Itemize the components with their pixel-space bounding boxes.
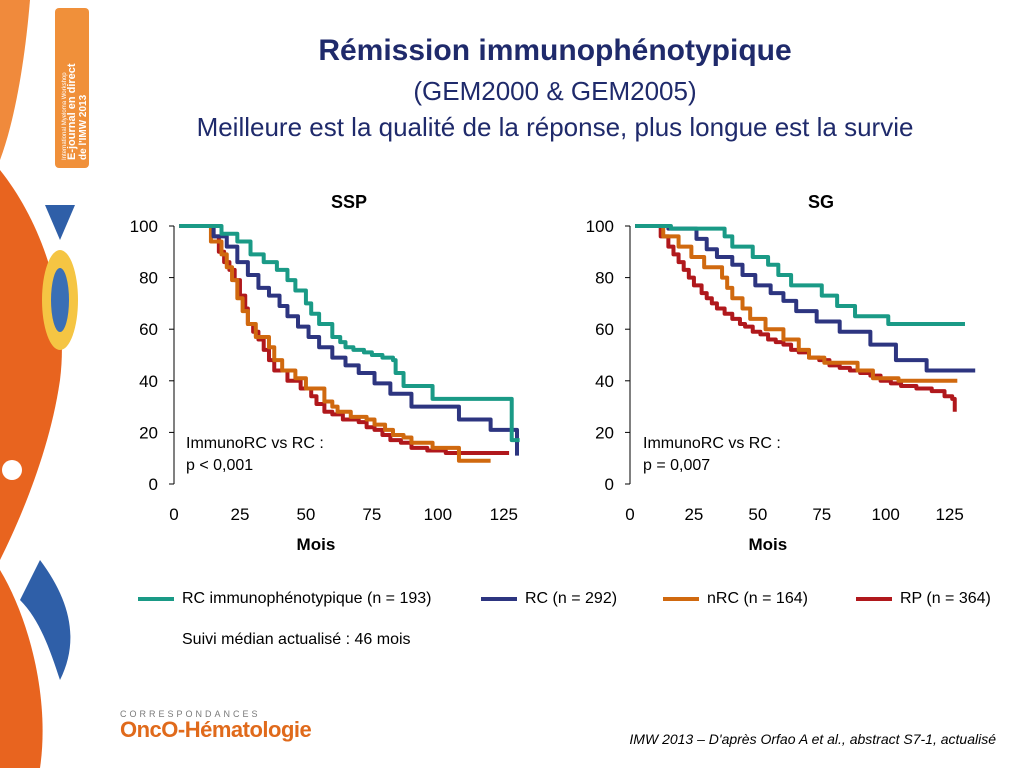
y-tick-label: 0 — [149, 475, 158, 494]
badge-line1: E-journal en direct — [66, 63, 78, 160]
legend-swatch-rc-immuno — [138, 597, 174, 601]
x-tick-label: 50 — [748, 505, 767, 524]
y-tick-label: 80 — [139, 269, 158, 288]
y-tick-label: 80 — [595, 269, 614, 288]
x-tick-label: 75 — [812, 505, 831, 524]
legend-swatch-rc — [481, 597, 517, 601]
page-subheading: Meilleure est la qualité de la réponse, … — [196, 112, 914, 142]
series-line-2 — [635, 224, 958, 383]
x-tick-label: 50 — [296, 505, 315, 524]
chart-annotation-line: p = 0,007 — [643, 457, 710, 474]
y-tick-label: 100 — [586, 217, 614, 236]
chart-title-sg: SG — [807, 192, 834, 212]
y-tick-label: 40 — [595, 372, 614, 391]
legend-label-rc-immuno: RC immunophénotypique (n = 193) — [182, 590, 432, 607]
y-tick-label: 20 — [595, 423, 614, 442]
logo-top-text: CORRESPONDANCES — [120, 709, 261, 719]
logo-main-text: OncO-Hématologie — [120, 717, 312, 742]
legend-label-nrc: nRC (n = 164) — [707, 590, 808, 607]
chart-annotation-line: ImmunoRC vs RC : — [643, 435, 781, 452]
y-tick-label: 20 — [139, 423, 158, 442]
y-tick-label: 40 — [139, 372, 158, 391]
x-axis-label: Mois — [748, 535, 787, 554]
series-line-1 — [179, 224, 519, 456]
x-tick-label: 100 — [424, 505, 452, 524]
y-tick-label: 60 — [139, 320, 158, 339]
legend-label-rp: RP (n = 364) — [900, 590, 991, 607]
chart-annotation-line: p < 0,001 — [186, 457, 253, 474]
legend-item-rp: RP (n = 364) — [856, 590, 991, 608]
series-line-3 — [635, 224, 957, 412]
x-tick-label: 0 — [625, 505, 634, 524]
citation: IMW 2013 – D'après Orfao A et al., abstr… — [629, 731, 996, 747]
page-title: Rémission immunophénotypique — [318, 34, 792, 67]
x-tick-label: 125 — [490, 505, 518, 524]
legend-swatch-rp — [856, 597, 892, 601]
chart-annotation-line: ImmunoRC vs RC : — [186, 435, 324, 452]
chart-legend: RC immunophénotypique (n = 193) RC (n = … — [138, 590, 1018, 614]
y-tick-label: 0 — [605, 475, 614, 494]
badge-background — [55, 8, 89, 168]
legend-item-nrc: nRC (n = 164) — [663, 590, 808, 608]
series-line-2 — [179, 224, 491, 463]
series-line-0 — [635, 224, 965, 327]
y-tick-label: 60 — [595, 320, 614, 339]
legend-swatch-nrc — [663, 597, 699, 601]
x-tick-label: 25 — [684, 505, 703, 524]
deco-bird-head — [45, 205, 75, 240]
x-tick-label: 125 — [935, 505, 963, 524]
legend-item-rc: RC (n = 292) — [481, 590, 617, 608]
deco-feather-inner — [51, 268, 69, 332]
legend-item-rc-immuno: RC immunophénotypique (n = 193) — [138, 590, 431, 608]
decorative-side-art: E-journal en direct de l'IMW 2013 Intern… — [0, 0, 89, 768]
followup-note: Suivi médian actualisé : 46 mois — [182, 631, 411, 648]
chart-title-ssp: SSP — [330, 192, 368, 212]
y-tick-label: 100 — [130, 217, 158, 236]
deco-flower-icon — [2, 460, 22, 480]
x-tick-label: 25 — [231, 505, 250, 524]
x-tick-label: 0 — [169, 505, 178, 524]
deco-orange-top — [0, 0, 30, 160]
page-subtitle: (GEM2000 & GEM2005) — [413, 76, 697, 106]
legend-label-rc: RC (n = 292) — [525, 590, 618, 607]
x-tick-label: 100 — [872, 505, 900, 524]
badge-line3: International Myeloma Workshop — [62, 72, 68, 160]
x-tick-label: 75 — [362, 505, 381, 524]
x-axis-label: Mois — [297, 535, 336, 554]
series-line-0 — [179, 224, 520, 443]
deco-bird-shape — [20, 560, 71, 680]
series-line-1 — [635, 224, 976, 373]
deco-orange-bottom — [0, 570, 43, 768]
badge-line2: de l'IMW 2013 — [78, 94, 89, 160]
